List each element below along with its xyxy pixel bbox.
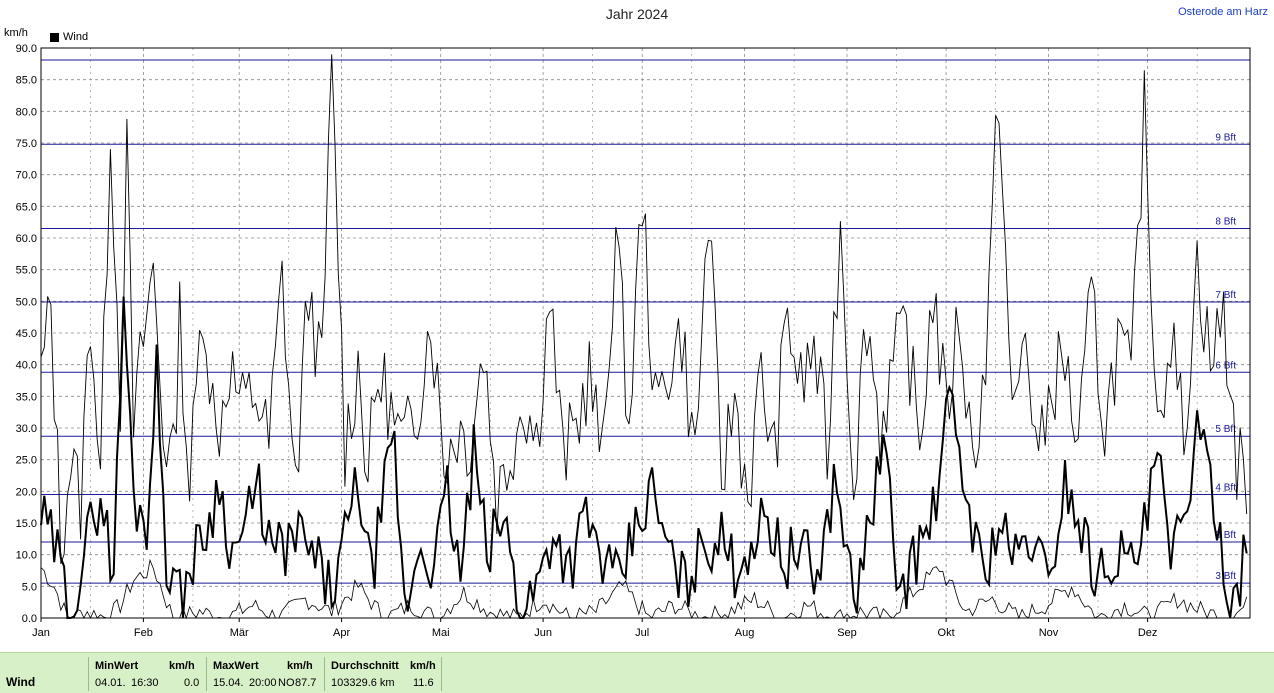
y-tick-label: 45.0 [16,328,37,340]
avg-distance: 103329.6 km [331,677,395,689]
legend-label: Wind [63,31,89,43]
x-tick-label: Feb [134,627,153,639]
y-tick-label: 90.0 [16,43,37,55]
beaufort-label: 5 Bft [1215,424,1236,435]
y-tick-label: 0.0 [22,613,37,625]
y-tick-label: 25.0 [16,455,37,467]
x-tick-label: Mai [432,627,450,639]
y-tick-label: 55.0 [16,265,37,277]
beaufort-label: 9 Bft [1215,132,1236,143]
min-time: 16:30 [131,677,159,689]
beaufort-label: 4 Bft [1215,483,1236,494]
beaufort-label: 8 Bft [1215,217,1236,228]
max-panel: MaxWert km/h 15.04. 20:00 NO 87.7 [206,657,323,691]
max-time: 20:00 [249,677,277,689]
station-link[interactable]: Osterode am Harz [1178,6,1268,18]
beaufort-label: 7 Bft [1215,290,1236,301]
series-line-wind [40,296,1248,619]
stats-footer: Wind MinWert km/h 04.01. 16:30 0.0 MaxWe… [0,652,1274,693]
x-tick-label: Mär [230,627,249,639]
y-tick-label: 35.0 [16,391,37,403]
x-tick-label: Aug [735,627,755,639]
x-tick-label: Nov [1039,627,1059,639]
y-tick-label: 80.0 [16,106,37,118]
plot-frame [40,47,1251,619]
y-tick-label: 40.0 [16,360,37,372]
x-tick-label: Jan [32,627,50,639]
max-date: 15.04. [213,677,244,689]
series-line-minimum [40,558,1248,620]
y-tick-label: 75.0 [16,138,37,150]
avg-panel: Durchschnitt km/h 103329.6 km 11.6 [324,657,442,691]
legend: Wind [50,31,88,43]
y-tick-label: 10.0 [16,550,37,562]
max-unit: km/h [287,660,313,672]
x-tick-label: Sep [837,627,857,639]
x-tick-label: Apr [333,627,350,639]
y-tick-label: 30.0 [16,423,37,435]
x-tick-label: Jul [635,627,649,639]
y-tick-label: 20.0 [16,486,37,498]
avg-unit: km/h [410,660,436,672]
max-value: 87.7 [295,677,317,689]
min-date: 04.01. [95,677,126,689]
x-tick-label: Jun [534,627,552,639]
footer-series-label: Wind [6,675,36,689]
y-tick-label: 65.0 [16,201,37,213]
max-direction: NO [278,677,295,689]
y-tick-label: 70.0 [16,170,37,182]
min-header: MinWert [95,660,139,672]
min-unit: km/h [169,660,195,672]
beaufort-label: 3 Bft [1215,571,1236,582]
y-tick-label: 50.0 [16,296,37,308]
max-header: MaxWert [213,660,259,672]
y-tick-label: 15.0 [16,518,37,530]
y-axis-unit: km/h [4,27,28,39]
avg-value: 11.6 [413,677,434,689]
chart-title: Jahr 2024 [605,6,669,22]
beaufort-label: 3 Bft [1215,530,1236,541]
y-tick-label: 85.0 [16,75,37,87]
avg-header: Durchschnitt [331,660,399,672]
min-value: 0.0 [184,677,200,689]
y-tick-label: 5.0 [22,581,37,593]
x-tick-label: Okt [938,627,955,639]
legend-swatch [50,32,59,42]
min-panel: MinWert km/h 04.01. 16:30 0.0 [88,657,205,691]
series-line-gusts [40,54,1248,565]
y-tick-label: 60.0 [16,233,37,245]
x-tick-label: Dez [1138,627,1158,639]
